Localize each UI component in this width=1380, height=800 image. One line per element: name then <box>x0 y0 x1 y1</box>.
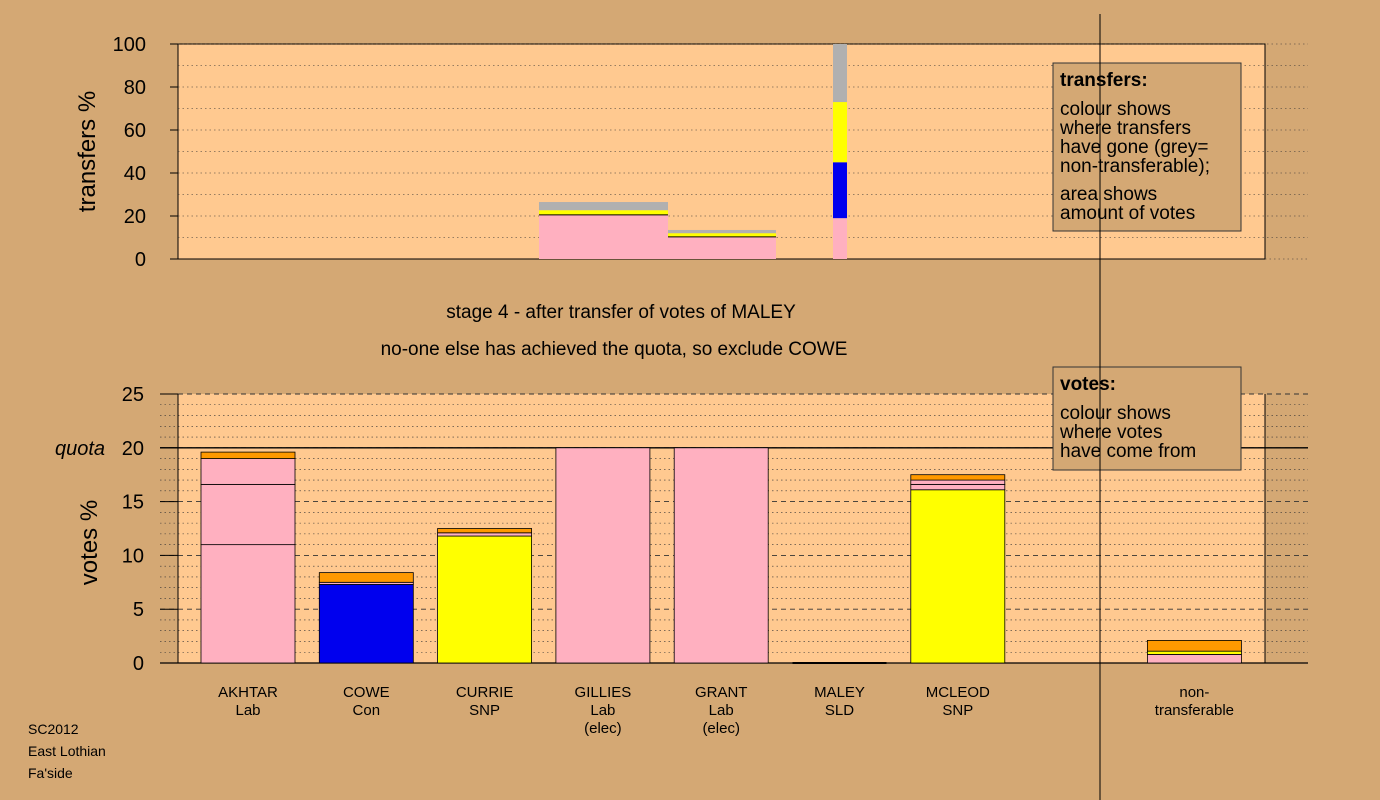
transfer-segment-grant-nontransferable <box>668 229 776 234</box>
transfers-legend-box <box>1052 62 1242 232</box>
vote-segment-lab <box>673 447 769 664</box>
transfers-ytick-label: 80 <box>124 77 146 99</box>
vote-segment-snp <box>910 489 1006 664</box>
vote-segment-sld <box>910 474 1006 481</box>
transfer-segment-maley-nontransferable <box>833 44 847 103</box>
vote-segment-sld <box>318 572 414 583</box>
votes-ytick-label: 25 <box>122 384 144 406</box>
vote-bar-currie <box>437 528 533 664</box>
candidate-name-label: COWE <box>343 684 390 701</box>
transfer-segment-maley-con <box>833 162 847 219</box>
transfer-segment-grant-snp <box>668 233 776 237</box>
candidate-name-label: AKHTAR <box>218 684 278 701</box>
candidate-name-label: MALEY <box>814 684 865 701</box>
footer-election: SC2012 <box>28 721 79 737</box>
vote-bar-non- <box>1147 640 1242 664</box>
vote-bar-cowe <box>318 572 414 664</box>
transfers-legend-line: where transfers <box>1059 118 1191 139</box>
candidate-party-label: Lab <box>590 702 615 719</box>
votes-legend-line: have come from <box>1060 441 1196 462</box>
transfers-ytick-label: 0 <box>135 249 146 271</box>
vote-segment-lab <box>437 532 533 537</box>
candidate-party-label: Con <box>353 702 381 719</box>
vote-bar-akhtar <box>200 451 296 664</box>
transfers-legend-line: have gone (grey= <box>1060 137 1208 158</box>
vote-segment-lab <box>200 483 296 546</box>
candidate-status-label: (elec) <box>702 720 740 737</box>
vote-segment-con <box>318 584 414 664</box>
vote-bar-grant <box>673 447 769 664</box>
transfers-legend-line: colour shows <box>1060 99 1171 120</box>
transfers-legend-title: transfers: <box>1060 70 1148 91</box>
candidate-name-label: CURRIE <box>456 684 514 701</box>
votes-ytick-label: 0 <box>133 653 144 675</box>
transfer-segment-gillies-lab <box>539 214 668 259</box>
transfers-ytick-label: 60 <box>124 120 146 142</box>
vote-segment-lab <box>555 447 651 664</box>
vote-bar-gillies <box>555 447 651 664</box>
candidate-name-label: MCLEOD <box>926 684 990 701</box>
transfers-ytick-label: 20 <box>124 206 146 228</box>
votes-legend-line: where votes <box>1059 422 1162 443</box>
transfers-ytick-label: 100 <box>113 34 146 56</box>
transfer-segment-maley-snp <box>833 102 847 163</box>
transfer-segment-maley-lab <box>833 218 847 259</box>
transfers-ylabel: transfers % <box>74 91 101 212</box>
vote-bar-mcleod <box>910 474 1006 664</box>
vote-segment-lab <box>200 458 296 485</box>
transfers-legend-line: amount of votes <box>1060 203 1195 224</box>
candidate-party-label: Lab <box>235 702 260 719</box>
transfers-legend-line: area shows <box>1060 184 1157 205</box>
vote-segment-lab <box>910 479 1006 485</box>
footer-ward: Fa'side <box>28 765 73 781</box>
votes-legend-box <box>1052 366 1242 471</box>
candidate-name-label: GRANT <box>695 684 748 701</box>
vote-segment-sld <box>1147 640 1242 652</box>
votes-ytick-label: 20 <box>122 438 144 460</box>
vote-segment-sld <box>200 451 296 459</box>
transfer-segment-grant-lab <box>668 236 776 259</box>
votes-ylabel: votes % <box>76 500 103 585</box>
transfers-legend-line: non-transferable); <box>1060 156 1210 177</box>
votes-ytick-label: 15 <box>122 492 144 514</box>
election-footer: SC2012 East Lothian Fa'side <box>28 718 106 784</box>
vote-segment-lab <box>1147 653 1242 664</box>
transfers-ytick-label: 40 <box>124 163 146 185</box>
votes-legend-title: votes: <box>1060 374 1116 395</box>
vote-segment-sld <box>437 528 533 534</box>
candidate-name-label: GILLIES <box>575 684 632 701</box>
votes-ytick-label: 10 <box>122 545 144 567</box>
candidate-party-label: SNP <box>469 702 500 719</box>
vote-segment-snp <box>1147 650 1242 655</box>
votes-legend-line: colour shows <box>1060 403 1171 424</box>
stage-title: stage 4 - after transfer of votes of MAL… <box>446 302 796 323</box>
stage-subtitle: no-one else has achieved the quota, so e… <box>381 339 848 360</box>
vote-segment-snp <box>437 535 533 664</box>
transfer-segment-gillies-snp <box>539 210 668 215</box>
candidate-name-label: non- <box>1179 684 1209 701</box>
transfers-panel: 0 20 40 60 80 100 transfers % transfers: colour … <box>74 34 1308 271</box>
votes-ytick-label: 5 <box>133 599 144 621</box>
transfer-segment-gillies-nontransferable <box>539 202 668 211</box>
candidate-party-label: SNP <box>942 702 973 719</box>
candidate-status-label: (elec) <box>584 720 622 737</box>
footer-council: East Lothian <box>28 743 106 759</box>
quota-label: quota <box>55 438 105 460</box>
candidate-party-label: transferable <box>1155 702 1234 719</box>
candidate-party-label: Lab <box>709 702 734 719</box>
candidate-party-label: SLD <box>825 702 854 719</box>
vote-segment-lab <box>200 544 296 664</box>
vote-segment-lab <box>910 483 1006 491</box>
